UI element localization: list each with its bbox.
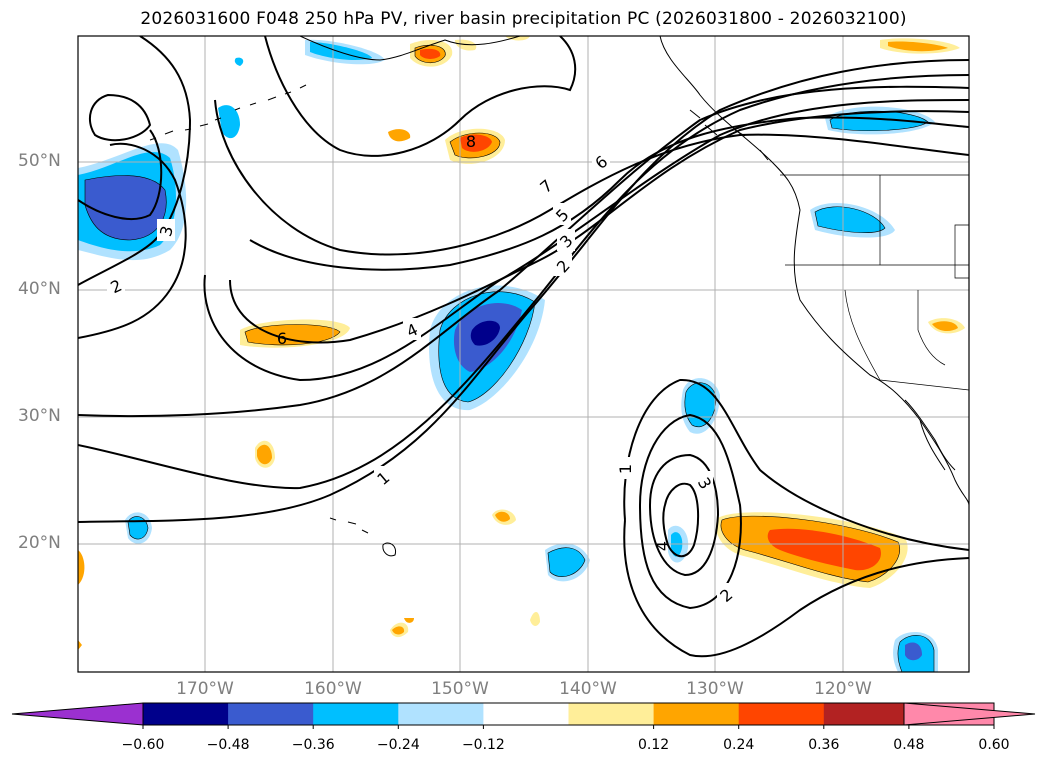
pv-contours bbox=[78, 36, 969, 658]
map-frame bbox=[77, 35, 970, 673]
precip-anomaly-negative-central bbox=[429, 285, 545, 411]
lat-label-40n: 40°N bbox=[18, 279, 61, 299]
colorbar-extend-under bbox=[11, 702, 144, 726]
colorbar-level-7 bbox=[738, 703, 825, 725]
colorbar-tick-label: −0.36 bbox=[291, 737, 335, 753]
colorbar bbox=[11, 702, 1036, 729]
lon-label-160w: 160°W bbox=[304, 679, 362, 699]
colorbar-extend-over bbox=[903, 702, 1036, 726]
precip-small-blue-1 bbox=[218, 105, 240, 139]
colorbar-tick-label: −0.12 bbox=[461, 737, 505, 753]
lat-label-50n: 50°N bbox=[18, 151, 61, 171]
lon-label-130w: 130°W bbox=[686, 679, 744, 699]
colorbar-level-6 bbox=[653, 703, 740, 725]
colorbar-tick-label: −0.60 bbox=[121, 737, 165, 753]
map-title: 2026031600 F048 250 hPa PV, river basin … bbox=[140, 9, 907, 29]
colorbar-tick-label: 0.48 bbox=[893, 737, 925, 753]
graticule bbox=[78, 36, 969, 672]
political-borders bbox=[780, 174, 969, 391]
contour-label: 8 bbox=[466, 132, 476, 151]
colorbar-level-8 bbox=[823, 703, 910, 725]
contour-label: 3 bbox=[156, 224, 177, 239]
colorbar-level-4 bbox=[483, 703, 569, 725]
lon-label-150w: 150°W bbox=[431, 679, 489, 699]
colorbar-level-3 bbox=[398, 703, 484, 725]
contour-label: 1 bbox=[616, 464, 635, 474]
colorbar-tick-label: −0.24 bbox=[376, 737, 420, 753]
contour-labels: 7 6 5 3 2 4 1 3 2 6 8 1 3 4 2 bbox=[107, 132, 736, 606]
colorbar-tick-label: 0.60 bbox=[978, 737, 1010, 753]
lat-label-30n: 30°N bbox=[18, 406, 61, 426]
lon-label-140w: 140°W bbox=[559, 679, 617, 699]
colorbar-tick-label: 0.24 bbox=[723, 737, 755, 753]
colorbar-level-0 bbox=[143, 703, 229, 725]
colorbar-tick-label: −0.48 bbox=[206, 737, 250, 753]
lon-label-170w: 170°W bbox=[176, 679, 234, 699]
colorbar-tick-label: 0.12 bbox=[638, 737, 670, 753]
contour-label: 6 bbox=[277, 329, 287, 348]
contour-label: 4 bbox=[653, 541, 672, 551]
colorbar-level-1 bbox=[228, 703, 314, 725]
colorbar-level-5 bbox=[568, 703, 655, 725]
lon-label-120w: 120°W bbox=[814, 679, 872, 699]
precip-anomaly-positive-east bbox=[716, 512, 908, 588]
lat-label-20n: 20°N bbox=[18, 533, 61, 553]
coastlines bbox=[149, 36, 969, 557]
colorbar-tick-label: 0.36 bbox=[808, 737, 840, 753]
colorbar-level-2 bbox=[313, 703, 399, 725]
